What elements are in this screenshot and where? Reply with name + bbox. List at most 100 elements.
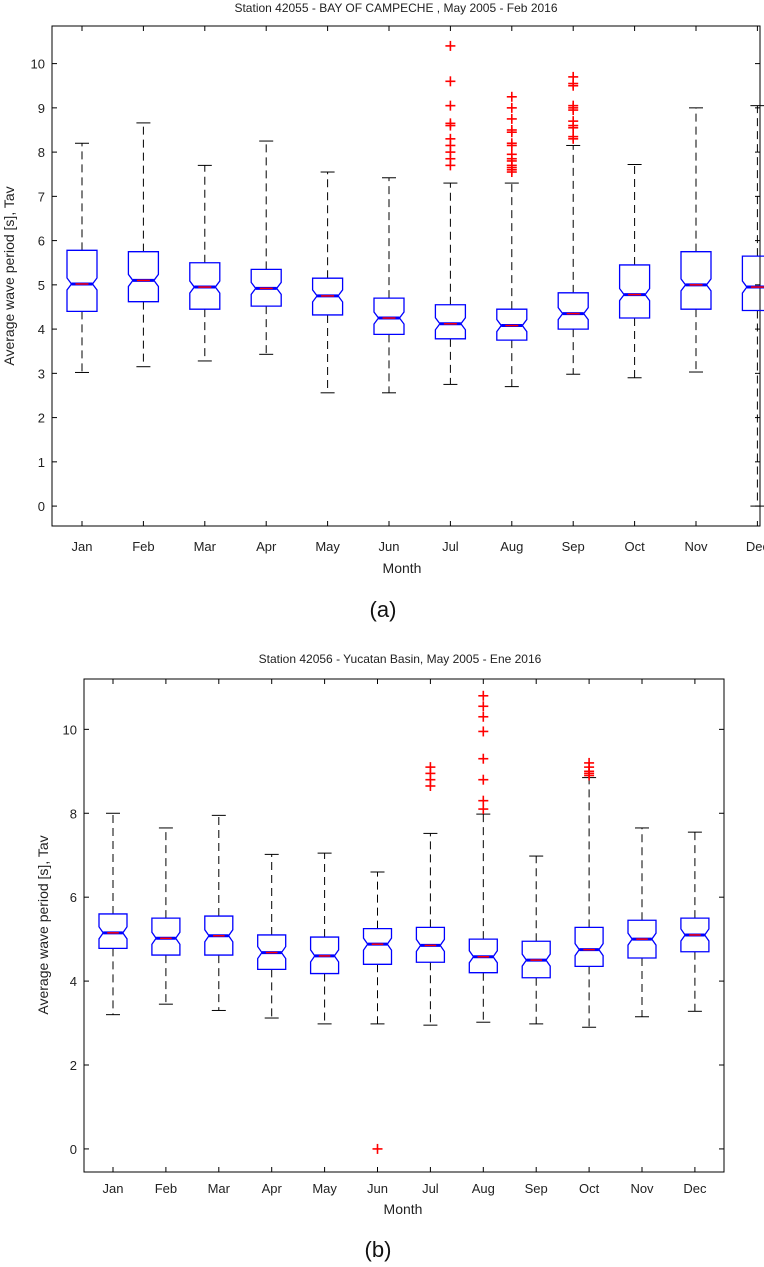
iqr-box [311,277,344,316]
box-nov [627,827,657,1018]
y-tick-label: 6 [38,234,45,249]
box-sep [557,71,589,375]
iqr-box [680,251,712,310]
x-tick-label: Aug [500,539,523,554]
x-tick-label: Aug [472,1181,495,1196]
iqr-box [127,251,160,303]
iqr-box [98,913,128,950]
iqr-box [257,934,287,970]
box-dec [741,105,764,507]
x-tick-label: May [315,539,340,554]
outlier-point [478,804,489,815]
y-tick-label: 2 [70,1058,77,1073]
x-tick-label: Jul [442,539,459,554]
x-tick-label: Jan [103,1181,124,1196]
outlier-point [478,774,489,785]
x-tick-label: Jan [72,539,93,554]
box-apr [250,140,282,355]
chart-b-y-axis: 0 2 4 6 8 10 [63,722,724,1157]
iqr-box [434,304,467,340]
box-may [309,852,340,1025]
x-tick-label: Dec [683,1181,707,1196]
box-may [311,171,344,394]
box-oct [574,757,604,1028]
iqr-box [250,268,282,307]
chart-b-title: Station 42056 - Yucatan Basin, May 2005 … [259,652,542,666]
x-tick-label: Apr [256,539,277,554]
x-tick-label: Dec [746,539,764,554]
x-tick-label: Jul [422,1181,439,1196]
iqr-box [468,938,498,974]
box-mar [189,164,221,362]
chart-a-caption: (a) [370,597,397,622]
iqr-box [521,940,551,979]
iqr-box [373,297,405,336]
chart-b-series [98,690,710,1154]
box-jul [415,762,446,1026]
outlier-point [506,91,517,102]
box-jun [362,871,393,1154]
box-oct [618,163,651,379]
chart-b: Station 42056 - Yucatan Basin, May 2005 … [35,652,725,1262]
box-jan [98,812,128,1016]
box-aug [468,690,498,1023]
x-tick-label: Feb [155,1181,177,1196]
y-tick-label: 2 [38,411,45,426]
box-sep [521,855,551,1025]
outlier-point [506,113,517,124]
chart-a-y-axis: 0 1 2 3 4 5 6 7 8 9 10 [31,57,760,514]
box-nov [680,107,712,373]
chart-a: Station 42055 - BAY OF CAMPECHE , May 20… [1,1,764,622]
box-dec [680,831,710,1012]
iqr-box [415,926,446,963]
chart-b-x-axis: Jan Feb Mar Apr May Jun Jul Aug Sep Oct Nov Dec [103,679,707,1196]
outlier-point [568,131,579,142]
y-tick-label: 8 [70,806,77,821]
outlier-point [506,102,517,113]
outlier-point [478,726,489,737]
y-tick-label: 9 [38,101,45,116]
y-tick-label: 10 [31,57,45,72]
outlier-point [445,40,456,51]
outlier-point [445,133,456,144]
box-jan [66,142,98,373]
y-tick-label: 1 [38,455,45,470]
x-tick-label: Apr [262,1181,283,1196]
outlier-point [568,116,579,127]
iqr-box [574,926,604,968]
iqr-box [151,917,181,956]
box-feb [127,122,160,368]
chart-a-x-label: Month [383,560,422,576]
y-tick-label: 3 [38,366,45,381]
box-feb [151,827,181,1005]
x-tick-label: Feb [132,539,154,554]
iqr-box [680,917,710,953]
outlier-point [478,753,489,764]
outlier-point [506,124,517,135]
chart-a-y-label: Average wave period [s], Tav [1,186,17,365]
box-apr [257,853,287,1019]
outlier-point [506,138,517,149]
outlier-point [478,711,489,722]
outlier-point [478,701,489,712]
iqr-box [496,308,528,341]
outlier-point [584,757,595,768]
x-tick-label: May [312,1181,337,1196]
outlier-point [425,762,436,773]
y-tick-label: 5 [38,278,45,293]
iqr-box [557,292,589,330]
outlier-point [568,71,579,82]
x-tick-label: Nov [630,1181,654,1196]
x-tick-label: Oct [579,1181,600,1196]
y-tick-label: 6 [70,890,77,905]
outlier-point [506,149,517,160]
box-mar [204,814,234,1011]
y-tick-label: 10 [63,722,77,737]
box-jun [373,177,405,394]
y-tick-label: 0 [70,1142,77,1157]
iqr-box [189,262,221,310]
x-tick-label: Mar [194,539,217,554]
chart-b-x-label: Month [384,1201,423,1217]
outlier-point [372,1143,383,1154]
